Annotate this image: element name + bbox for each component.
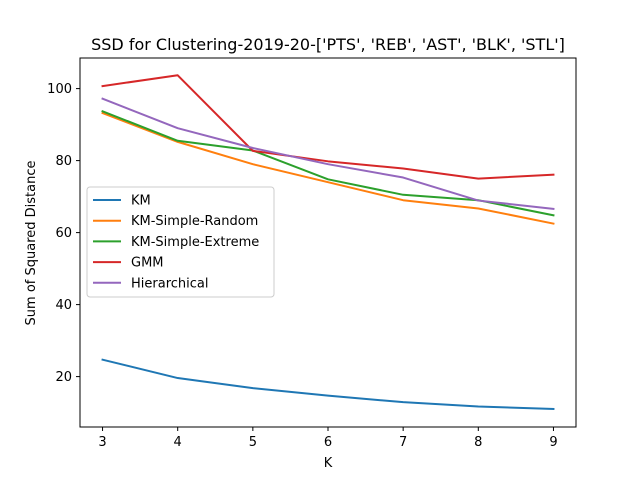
x-tick-label-5: 8	[474, 435, 482, 450]
y-tick-label-2: 60	[55, 226, 72, 241]
series-line-0	[101, 358, 555, 411]
y-tick-label-0: 20	[55, 370, 72, 385]
x-tick-label-4: 7	[399, 435, 407, 450]
series-line-4	[101, 97, 555, 210]
x-tick-label-2: 5	[249, 435, 257, 450]
legend-label-2: KM-Simple-Extreme	[131, 235, 259, 250]
legend-label-0: KM	[131, 194, 151, 209]
y-axis-label: Sum of Squared Distance	[24, 161, 39, 326]
legend: KM KM-Simple-Random KM-Simple-Extreme GMM Hi…	[86, 186, 275, 298]
plot-area: 3 4 5 6 7 8 9 20 40 60 80 100	[47, 57, 577, 450]
legend-label-3: GMM	[131, 256, 164, 271]
y-tick-label-3: 80	[55, 154, 72, 169]
legend-label-1: KM-Simple-Random	[131, 214, 258, 229]
series-line-3	[101, 74, 555, 180]
series-line-1	[101, 111, 555, 225]
x-tick-label-6: 9	[549, 435, 557, 450]
y-tick-label-4: 100	[47, 82, 72, 97]
x-tick-label-1: 4	[174, 435, 182, 450]
x-axis-label: K	[324, 456, 333, 471]
y-tick-label-1: 40	[55, 298, 72, 313]
chart-title: SSD for Clustering-2019-20-['PTS', 'REB'…	[91, 35, 565, 54]
legend-box	[86, 186, 275, 298]
x-tick-label-3: 6	[324, 435, 332, 450]
legend-label-4: Hierarchical	[131, 276, 208, 291]
x-tick-label-0: 3	[98, 435, 106, 450]
